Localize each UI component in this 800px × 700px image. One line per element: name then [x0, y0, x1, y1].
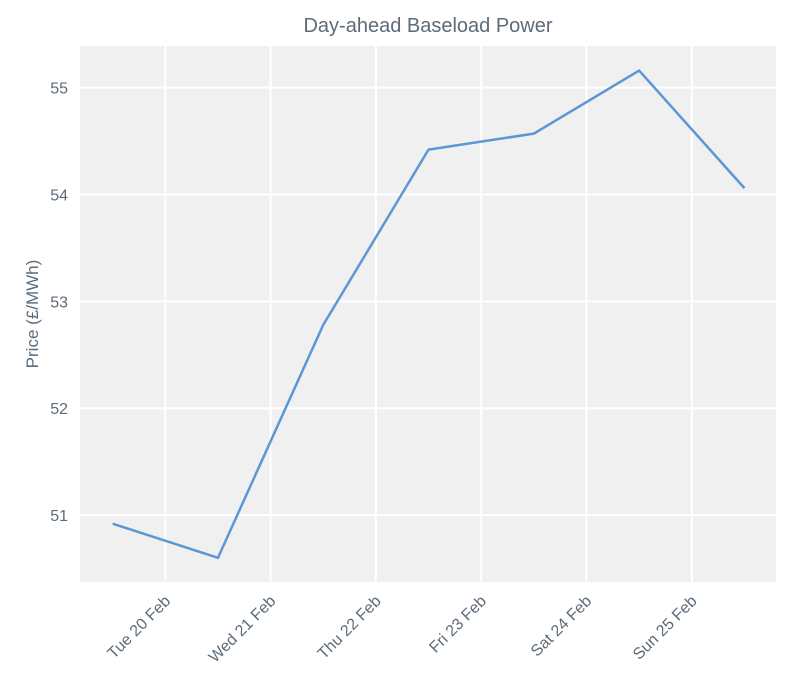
data-line: [112, 69, 746, 560]
x-tick-label: Wed 21 Feb: [206, 593, 280, 667]
chart-title: Day-ahead Baseload Power: [303, 15, 552, 37]
y-tick-label: 52: [50, 401, 68, 418]
y-tick-label: 51: [50, 508, 68, 525]
y-tick-label: 55: [50, 81, 68, 98]
y-tick-label: 54: [50, 188, 68, 205]
y-axis-label: Price (£/MWh): [23, 260, 42, 369]
x-tick-label: Thu 22 Feb: [315, 593, 385, 663]
x-tick-label: Tue 20 Feb: [105, 593, 175, 663]
x-tick-label: Fri 23 Feb: [426, 593, 490, 657]
y-tick-label: 53: [50, 294, 68, 311]
x-tick-label: Sat 24 Feb: [528, 593, 595, 660]
plot-area: [80, 46, 776, 582]
x-tick-label: Sun 25 Feb: [630, 593, 701, 664]
